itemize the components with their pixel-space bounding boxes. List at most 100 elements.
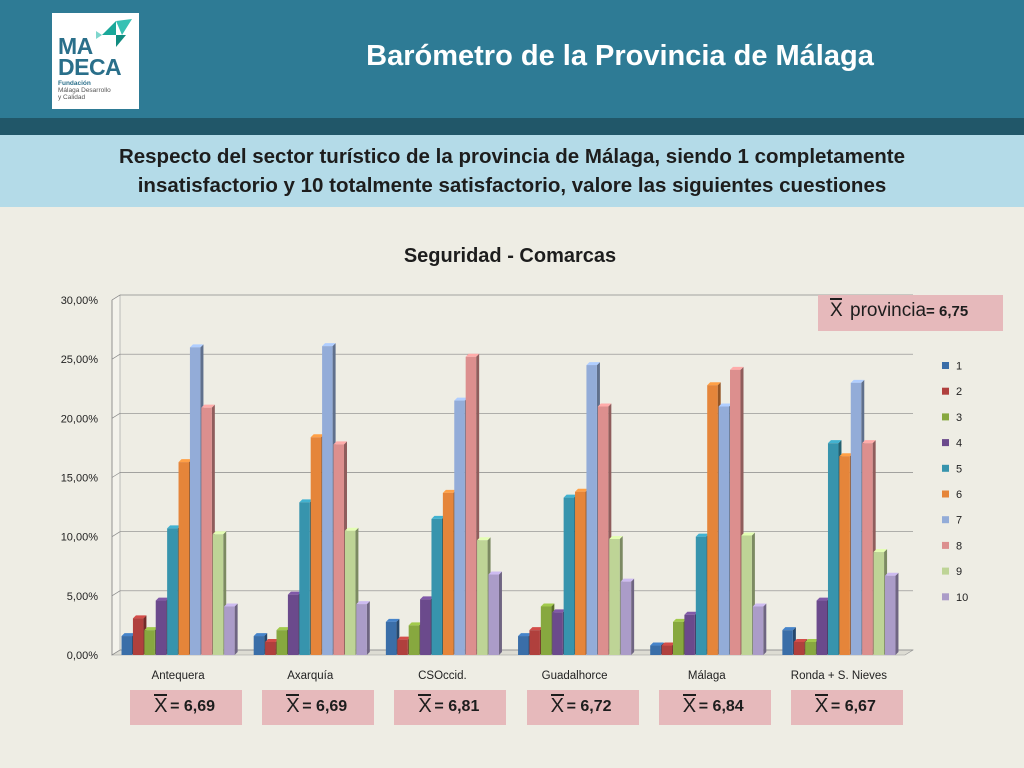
comarca-mean-value: = 6,67 xyxy=(830,698,876,715)
bar-1-0 xyxy=(121,636,133,655)
bar-top xyxy=(465,353,480,357)
bar-4-4 xyxy=(684,614,695,655)
legend-label-9: 9 xyxy=(956,566,962,578)
logo-sub2: y Calidad xyxy=(58,94,86,101)
x-tick-label: Ronda + S. Nieves xyxy=(791,670,887,682)
bar-2-3 xyxy=(529,630,540,655)
bar-3-3 xyxy=(540,606,552,655)
gridline-diag xyxy=(111,531,121,537)
bar-top xyxy=(805,638,819,642)
legend-swatch-5 xyxy=(942,464,949,472)
legend-label-6: 6 xyxy=(956,489,962,501)
bar-top xyxy=(782,627,796,631)
bar-10-2 xyxy=(488,574,499,655)
y-tick-label: 30,00% xyxy=(61,295,99,307)
legend-label-1: 1 xyxy=(956,361,962,373)
bar-6-0 xyxy=(178,462,190,655)
bar-top xyxy=(442,489,457,493)
mean-symbol: X xyxy=(286,694,300,717)
comarca-mean-value: = 6,69 xyxy=(170,698,216,715)
province-label-text: provincia xyxy=(850,300,927,321)
mean-symbol: X xyxy=(418,694,432,717)
bar-top xyxy=(684,611,698,615)
bar-top xyxy=(620,578,635,582)
comarca-mean-box: X = 6,81 xyxy=(394,690,507,725)
bar-top xyxy=(477,537,491,541)
bar-5-1 xyxy=(299,502,310,655)
bar-top xyxy=(189,344,204,348)
bar-top xyxy=(862,440,876,444)
bar-top xyxy=(827,440,842,444)
bar-side xyxy=(234,603,238,655)
bar-top xyxy=(322,343,336,347)
bar-top xyxy=(816,597,831,601)
comarca-mean-value: = 6,72 xyxy=(566,698,612,715)
bar-6-5 xyxy=(839,456,850,655)
bar-top xyxy=(718,403,733,407)
bar-top xyxy=(609,536,623,540)
bar-top xyxy=(155,597,170,601)
legend-swatch-9 xyxy=(942,567,949,575)
bar-top xyxy=(518,633,532,637)
bar-top xyxy=(431,515,445,519)
gridline-diag xyxy=(111,294,121,301)
bar-10-5 xyxy=(884,575,896,655)
x-tick-label: Axarquía xyxy=(287,670,334,682)
legend-label-2: 2 xyxy=(956,386,962,398)
comarca-mean-value: = 6,81 xyxy=(434,698,480,715)
legend-swatch-10 xyxy=(942,593,949,601)
bar-8-3 xyxy=(597,406,609,655)
bar-top xyxy=(597,403,612,407)
comarca-mean-box: X = 6,67 xyxy=(790,690,903,725)
bar-10-3 xyxy=(620,581,632,655)
header-strip xyxy=(0,118,1024,135)
bar-9-1 xyxy=(344,530,356,655)
logo-text-ma: MA xyxy=(58,33,93,59)
bar-top xyxy=(884,572,899,576)
bar-5-3 xyxy=(563,497,575,655)
bar-top xyxy=(707,382,721,386)
y-tick-label: 0,00% xyxy=(67,650,98,662)
bar-top xyxy=(420,596,434,600)
bar-top xyxy=(299,499,313,503)
bar-7-3 xyxy=(586,365,597,655)
y-tick-label: 5,00% xyxy=(67,591,98,603)
bar-top xyxy=(454,397,468,401)
bar-top xyxy=(333,441,347,445)
bar-top xyxy=(673,618,687,622)
bar-top xyxy=(873,549,888,553)
bar-top xyxy=(167,525,181,529)
legend-label-10: 10 xyxy=(956,592,968,604)
bar-5-5 xyxy=(827,443,839,655)
bar-6-1 xyxy=(310,437,322,655)
bar-9-5 xyxy=(873,552,885,655)
bar-9-2 xyxy=(477,540,488,655)
bar-6-3 xyxy=(575,491,586,655)
y-tick-label: 25,00% xyxy=(61,354,99,366)
bar-top xyxy=(586,362,600,366)
bar-top xyxy=(850,379,865,383)
x-tick-label: Antequera xyxy=(152,670,206,682)
chart-title: Seguridad - Comarcas xyxy=(403,245,617,267)
bar-top xyxy=(408,622,423,626)
gridline-diag xyxy=(111,590,121,597)
bar-10-4 xyxy=(752,606,764,655)
bar-8-1 xyxy=(333,444,344,655)
mean-symbol: X xyxy=(154,694,168,717)
mean-symbol: X xyxy=(550,694,564,717)
comarca-mean-value: = 6,84 xyxy=(698,698,744,715)
bar-3-5 xyxy=(805,641,816,655)
gridline-diag xyxy=(111,353,121,360)
comarca-mean-box: X = 6,72 xyxy=(526,690,639,725)
bar-top xyxy=(276,627,290,631)
legend-label-4: 4 xyxy=(956,438,962,450)
legend-swatch-6 xyxy=(942,490,949,498)
bar-1-2 xyxy=(385,621,397,655)
comarca-mean-box: X = 6,84 xyxy=(658,690,771,725)
bar-8-0 xyxy=(201,407,212,655)
bar-side xyxy=(631,578,635,655)
bar-top xyxy=(752,603,767,607)
bar-3-4 xyxy=(673,621,684,655)
legend-swatch-8 xyxy=(942,541,949,549)
